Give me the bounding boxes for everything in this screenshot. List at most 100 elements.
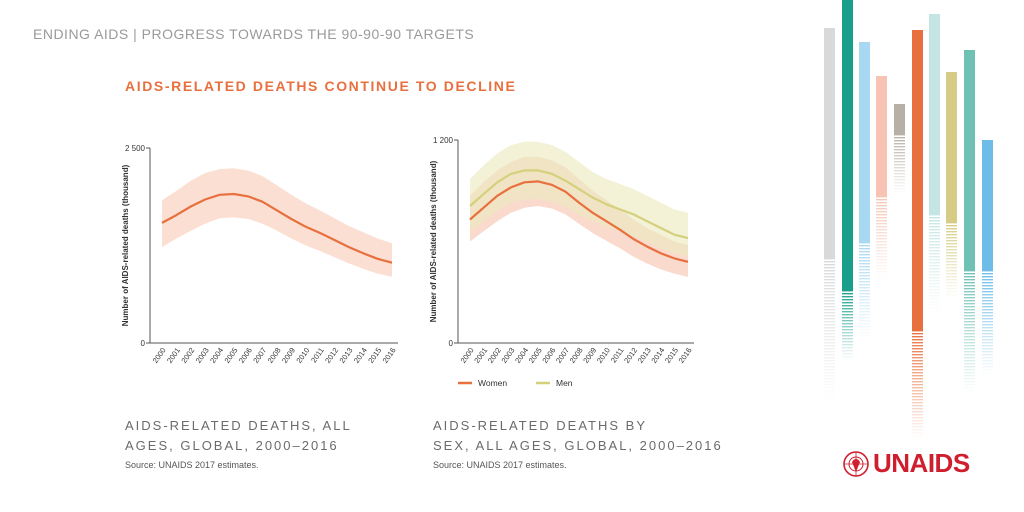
decor-bar-stripe — [824, 273, 835, 275]
decor-bar-stripe — [876, 217, 887, 219]
caption-right: AIDS-RELATED DEATHS BY SEX, ALL AGES, GL… — [433, 416, 723, 456]
decor-bar-stripe — [964, 345, 975, 347]
decor-bar-stripe — [842, 332, 853, 334]
decor-bar-stripe — [982, 276, 993, 278]
decor-bar-stripe — [859, 323, 870, 325]
decor-bar-stripe — [859, 278, 870, 280]
decor-bar-stripe — [946, 234, 957, 236]
y-tick-label: 0 — [141, 339, 146, 348]
caption-left-line2: AGES, GLOBAL, 2000–2016 — [125, 438, 339, 453]
decor-bar-stripe — [946, 246, 957, 248]
legend-label-men: Men — [556, 378, 573, 388]
decor-bar-stripe — [982, 273, 993, 275]
decor-bar-stripe — [876, 259, 887, 261]
decor-bar-stripe — [982, 309, 993, 311]
decor-bar-stripe — [876, 214, 887, 216]
decor-bar-stripe — [824, 303, 835, 305]
decor-bar-stripe — [876, 262, 887, 264]
decor-bar-stripe — [859, 329, 870, 331]
caption-left: AIDS-RELATED DEATHS, ALL AGES, GLOBAL, 2… — [125, 416, 352, 456]
decor-bar-stripe — [859, 308, 870, 310]
decor-bar-stripe — [842, 317, 853, 319]
decor-bar-stripe — [946, 240, 957, 242]
decor-bar-stripe — [842, 335, 853, 337]
decor-bar-stripe — [982, 288, 993, 290]
decor-bar-stripe — [912, 345, 923, 347]
decor-bar-stripe — [824, 267, 835, 269]
decor-bar-stripe — [824, 279, 835, 281]
decor-bar-stripe — [982, 279, 993, 281]
decor-bar-stripe — [824, 318, 835, 320]
decor-bar-stripe — [964, 351, 975, 353]
decor-bar-stripe — [964, 387, 975, 389]
decor-bar-stripe — [824, 258, 835, 260]
series-line-men — [469, 169, 689, 240]
decor-bar-stripe — [964, 342, 975, 344]
decor-bar-stripe — [912, 333, 923, 335]
decor-bar-stripe — [946, 252, 957, 254]
decor-bar-stripe — [912, 426, 923, 428]
decor-bar-stripe — [946, 297, 957, 299]
decor-bar-stripe — [982, 357, 993, 359]
decor-bar-stripe — [964, 366, 975, 368]
decor-bar-stripe — [824, 381, 835, 383]
decor-bar-stripe — [912, 435, 923, 436]
decor-bar-stripe — [982, 342, 993, 344]
decor-bar-stripe — [876, 241, 887, 243]
source-left: Source: UNAIDS 2017 estimates. — [125, 460, 259, 470]
decor-bar-stripe — [982, 315, 993, 317]
decor-bar-stripe — [894, 173, 905, 175]
decor-bar-stripe — [824, 396, 835, 398]
decor-bar-stripe — [929, 277, 940, 279]
decor-bar-stripe — [842, 314, 853, 316]
decor-bar-stripe — [824, 369, 835, 371]
decor-bar-stripe — [929, 268, 940, 270]
decor-bar-stripe — [929, 283, 940, 285]
decor-bar — [842, 0, 853, 290]
decor-bar-stripe — [824, 351, 835, 353]
decor-bar-stripe — [894, 158, 905, 160]
decor-bar-stripe — [964, 276, 975, 278]
decor-bar-stripe — [964, 369, 975, 371]
decor-bar-stripe — [964, 363, 975, 365]
decor-bar — [982, 140, 993, 270]
decor-bar-stripe — [912, 417, 923, 419]
decor-bar-stripe — [859, 263, 870, 265]
decor-bar-stripe — [842, 326, 853, 328]
decor-bar-stripe — [912, 432, 923, 434]
decor-bar-stripe — [876, 205, 887, 207]
y-tick-label: 0 — [449, 339, 454, 348]
decor-bar-stripe — [859, 326, 870, 328]
decor-bar-stripe — [824, 285, 835, 287]
decor-bar-stripe — [842, 347, 853, 349]
decor-bar — [946, 72, 957, 222]
decor-bar-stripe — [929, 244, 940, 246]
decor-bar-stripe — [946, 294, 957, 296]
decor-bar-stripe — [859, 257, 870, 259]
decor-bar-stripe — [964, 285, 975, 287]
decor-bar-stripe — [912, 375, 923, 377]
decor-bar-stripe — [982, 363, 993, 365]
decor-bar-stripe — [824, 336, 835, 338]
decor-bar-stripe — [894, 179, 905, 181]
decor-bar-stripe — [876, 277, 887, 279]
decor-bar-stripe — [964, 315, 975, 317]
decor-bar-stripe — [964, 354, 975, 356]
decor-bar-stripe — [824, 366, 835, 368]
caption-left-line1: AIDS-RELATED DEATHS, ALL — [125, 418, 352, 433]
decor-bar-stripe — [859, 338, 870, 339]
un-emblem-icon — [843, 450, 869, 477]
decor-bar-stripe — [929, 304, 940, 306]
decor-bar-stripe — [946, 288, 957, 290]
decor-bar — [859, 42, 870, 242]
decor-bar-stripe — [964, 336, 975, 338]
decor-bar-stripe — [964, 381, 975, 383]
decor-bar — [964, 50, 975, 270]
decor-bar-stripe — [824, 357, 835, 359]
decor-bar-stripe — [824, 309, 835, 311]
y-tick-label: 1 200 — [433, 136, 454, 145]
decor-bar-stripe — [824, 321, 835, 323]
decor-bar-stripe — [929, 265, 940, 267]
decor-bar-stripe — [912, 360, 923, 362]
